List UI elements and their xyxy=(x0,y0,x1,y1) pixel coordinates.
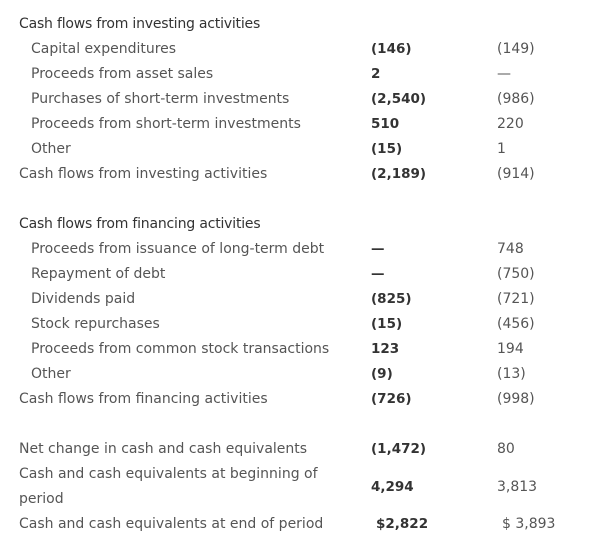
current-value: — xyxy=(371,266,385,282)
table-row: Cash and cash equivalents at beginning o… xyxy=(0,462,598,512)
row-label: Purchases of short-term investments xyxy=(31,91,290,107)
row-label: Proceeds from short-term investments xyxy=(31,116,301,132)
table-row: Cash flows from financing activities (726… xyxy=(0,387,598,412)
section-header: Cash flows from investing activities xyxy=(0,12,598,37)
row-label: Repayment of debt xyxy=(31,266,166,282)
current-value: 4,294 xyxy=(371,478,414,495)
table-row: Purchases of short-term investments (2,54… xyxy=(0,87,598,112)
current-value: 123 xyxy=(371,341,400,357)
current-value: (15) xyxy=(371,316,403,332)
spacer xyxy=(0,187,598,212)
row-label: Capital expenditures xyxy=(31,41,177,57)
table-row: Proceeds from asset sales 2 — xyxy=(0,62,598,87)
prior-value: 748 xyxy=(497,241,524,257)
table-row: Cash and cash equivalents at end of peri… xyxy=(0,512,598,537)
prior-value: 1 xyxy=(497,141,506,157)
table-row: Proceeds from short-term investments 510 2… xyxy=(0,112,598,137)
current-value: (2,189) xyxy=(371,166,427,182)
row-label: Proceeds from common stock transactions xyxy=(31,341,330,357)
section-title: Cash flows from financing activities xyxy=(19,216,261,232)
table-row: Other (9) (13) xyxy=(0,362,598,387)
row-label: Other xyxy=(31,366,71,382)
current-value: 2 xyxy=(371,66,381,82)
row-label: Net change in cash and cash equivalents xyxy=(19,441,308,457)
spacer xyxy=(0,412,598,437)
prior-value: (149) xyxy=(497,41,535,57)
current-value: (146) xyxy=(371,41,412,57)
table-row: Proceeds from common stock transactions 1… xyxy=(0,337,598,362)
table-row: Net change in cash and cash equivalents (… xyxy=(0,437,598,462)
current-value: (1,472) xyxy=(371,441,427,457)
row-label: Dividends paid xyxy=(31,291,136,307)
current-value: (9) xyxy=(371,366,393,382)
prior-value: (750) xyxy=(497,266,535,282)
section-title: Cash flows from investing activities xyxy=(19,16,261,32)
prior-value: (914) xyxy=(497,166,535,182)
row-label: Other xyxy=(31,141,71,157)
row-label: Proceeds from asset sales xyxy=(31,66,214,82)
current-value: $2,822 xyxy=(376,516,429,532)
prior-value: 194 xyxy=(497,341,524,357)
current-value: — xyxy=(371,241,385,257)
current-value: (726) xyxy=(371,391,412,407)
current-value: (825) xyxy=(371,291,412,307)
table-row: Stock repurchases (15) (456) xyxy=(0,312,598,337)
prior-value: 80 xyxy=(497,441,515,457)
prior-value: (456) xyxy=(497,316,535,332)
current-value: (15) xyxy=(371,141,403,157)
prior-value: (721) xyxy=(497,291,535,307)
table-row: Dividends paid (825) (721) xyxy=(0,287,598,312)
prior-value: 3,813 xyxy=(497,478,538,495)
row-label: Cash and cash equivalents at end of peri… xyxy=(19,516,324,532)
section-header: Cash flows from financing activities xyxy=(0,212,598,237)
current-value: (2,540) xyxy=(371,91,427,107)
table-row: Cash flows from investing activities (2,1… xyxy=(0,162,598,187)
row-label: Cash and cash equivalents at beginning o… xyxy=(19,466,318,507)
prior-value: (986) xyxy=(497,91,535,107)
row-label: Cash flows from financing activities xyxy=(19,391,268,407)
prior-value: (13) xyxy=(497,366,526,382)
prior-value: $ 3,893 xyxy=(502,516,556,532)
table-row: Capital expenditures (146) (149) xyxy=(0,37,598,62)
prior-value: (998) xyxy=(497,391,535,407)
prior-value: 220 xyxy=(497,116,524,132)
row-label: Stock repurchases xyxy=(31,316,160,332)
row-label: Cash flows from investing activities xyxy=(19,166,268,182)
current-value: 510 xyxy=(371,116,400,132)
table-row: Proceeds from issuance of long-term debt… xyxy=(0,237,598,262)
row-label: Proceeds from issuance of long-term debt xyxy=(31,241,325,257)
table-row: Repayment of debt — (750) xyxy=(0,262,598,287)
table-row: Other (15) 1 xyxy=(0,137,598,162)
prior-value: — xyxy=(497,66,511,82)
